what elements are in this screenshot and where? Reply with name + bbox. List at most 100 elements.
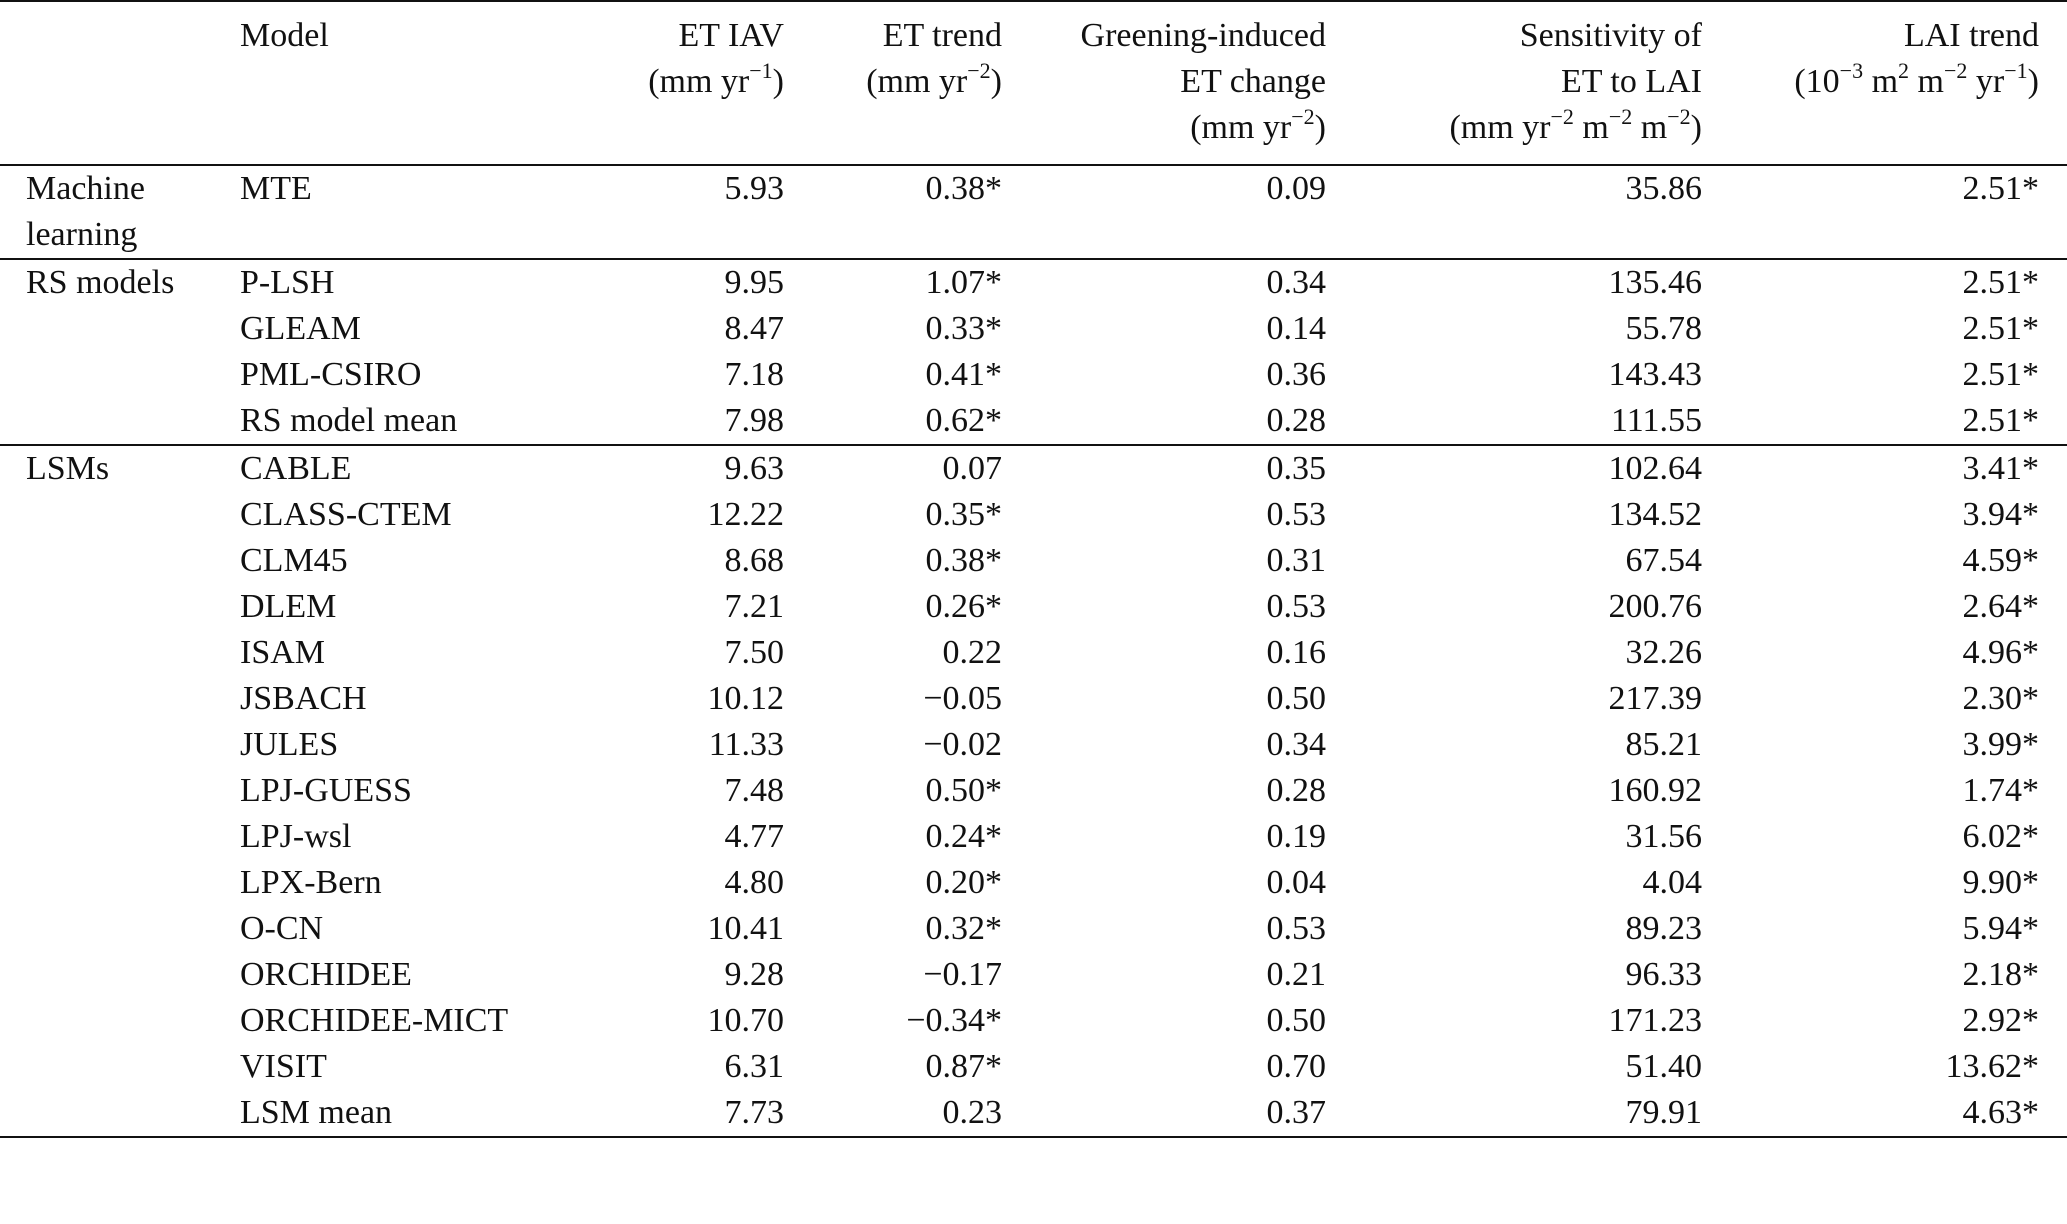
table-row: ORCHIDEE-MICT 10.70 −0.34* 0.50 171.23 2.92* [0, 998, 2067, 1044]
table-row: LPJ-wsl 4.77 0.24* 0.19 31.56 6.02* [0, 814, 2067, 860]
cell-greening: 0.53 [1266, 910, 1327, 947]
group-label [0, 768, 240, 814]
cell-model: CLASS-CTEM [240, 496, 452, 533]
table-row: DLEM 7.21 0.26* 0.53 200.76 2.64* [0, 584, 2067, 630]
cell-model: ISAM [240, 634, 326, 671]
cell-lai-trend: 2.30* [1962, 680, 2040, 717]
cell-et-trend: −0.17 [923, 956, 1002, 993]
cell-et-iav: 7.73 [724, 1094, 785, 1131]
cell-sensitivity: 35.86 [1625, 170, 1703, 207]
cell-et-iav: 8.68 [724, 542, 785, 579]
cell-lai-trend: 2.51* [1962, 310, 2040, 347]
header-et-trend: ET trend (mm yr−2) [866, 17, 1002, 100]
cell-sensitivity: 135.46 [1608, 264, 1703, 301]
cell-sensitivity: 79.91 [1625, 1094, 1703, 1131]
cell-et-trend: 0.38* [925, 542, 1003, 579]
cell-lai-trend: 4.63* [1962, 1094, 2040, 1131]
cell-sensitivity: 102.64 [1608, 450, 1703, 487]
group-label [0, 906, 240, 952]
group-label [0, 306, 240, 352]
cell-et-iav: 7.50 [724, 634, 785, 671]
table-row: LPJ-GUESS 7.48 0.50* 0.28 160.92 1.74* [0, 768, 2067, 814]
cell-et-iav: 4.77 [724, 818, 785, 855]
group-label [0, 398, 240, 445]
group-label: RS models [26, 264, 175, 301]
group-label [0, 1044, 240, 1090]
table-row: O-CN 10.41 0.32* 0.53 89.23 5.94* [0, 906, 2067, 952]
cell-et-trend: 0.23 [942, 1094, 1003, 1131]
cell-greening: 0.21 [1266, 956, 1327, 993]
cell-sensitivity: 143.43 [1608, 356, 1703, 393]
cell-lai-trend: 2.51* [1962, 264, 2040, 301]
group-label [0, 814, 240, 860]
cell-et-trend: 1.07* [925, 264, 1003, 301]
group-label [0, 584, 240, 630]
cell-lai-trend: 2.92* [1962, 1002, 2040, 1039]
cell-lai-trend: 4.96* [1962, 634, 2040, 671]
cell-greening: 0.34 [1266, 726, 1327, 763]
cell-sensitivity: 67.54 [1625, 542, 1703, 579]
cell-model: JSBACH [240, 680, 367, 717]
cell-lai-trend: 1.74* [1962, 772, 2040, 809]
cell-sensitivity: 32.26 [1625, 634, 1703, 671]
cell-et-iav: 10.70 [707, 1002, 785, 1039]
cell-et-trend: 0.33* [925, 310, 1003, 347]
cell-greening: 0.35 [1266, 450, 1327, 487]
group-label [0, 952, 240, 998]
table-row: PML-CSIRO 7.18 0.41* 0.36 143.43 2.51* [0, 352, 2067, 398]
cell-lai-trend: 2.51* [1962, 356, 2040, 393]
cell-et-trend: 0.26* [925, 588, 1003, 625]
cell-et-trend: −0.02 [923, 726, 1002, 763]
cell-sensitivity: 4.04 [1642, 864, 1703, 901]
group-label [0, 538, 240, 584]
cell-model: LSM mean [240, 1094, 393, 1131]
cell-lai-trend: 4.59* [1962, 542, 2040, 579]
cell-model: JULES [240, 726, 339, 763]
cell-lai-trend: 3.41* [1962, 450, 2040, 487]
cell-model: LPJ-GUESS [240, 772, 412, 809]
table-row: VISIT 6.31 0.87* 0.70 51.40 13.62* [0, 1044, 2067, 1090]
group-label [0, 630, 240, 676]
cell-greening: 0.31 [1266, 542, 1327, 579]
cell-model: PML-CSIRO [240, 356, 422, 393]
table-row: LSM mean 7.73 0.23 0.37 79.91 4.63* [0, 1090, 2067, 1137]
group-label: Machine learning [26, 170, 145, 253]
cell-greening: 0.37 [1266, 1094, 1327, 1131]
cell-model: O-CN [240, 910, 324, 947]
cell-et-trend: 0.20* [925, 864, 1003, 901]
table-row: LPX-Bern 4.80 0.20* 0.04 4.04 9.90* [0, 860, 2067, 906]
cell-greening: 0.36 [1266, 356, 1327, 393]
cell-model: ORCHIDEE-MICT [240, 1002, 509, 1039]
cell-lai-trend: 6.02* [1962, 818, 2040, 855]
cell-lai-trend: 3.99* [1962, 726, 2040, 763]
cell-et-trend: 0.87* [925, 1048, 1003, 1085]
cell-model: GLEAM [240, 310, 361, 347]
cell-model: RS model mean [240, 402, 458, 439]
cell-lai-trend: 2.51* [1962, 170, 2040, 207]
cell-et-trend: 0.07 [942, 450, 1003, 487]
cell-lai-trend: 9.90* [1962, 864, 2040, 901]
group-label [0, 352, 240, 398]
cell-model: P-LSH [240, 264, 335, 301]
cell-lai-trend: 5.94* [1962, 910, 2040, 947]
cell-greening: 0.53 [1266, 496, 1327, 533]
cell-model: CLM45 [240, 542, 348, 579]
cell-et-iav: 10.12 [707, 680, 785, 717]
cell-sensitivity: 89.23 [1625, 910, 1703, 947]
cell-greening: 0.28 [1266, 402, 1327, 439]
cell-greening: 0.14 [1266, 310, 1327, 347]
cell-model: ORCHIDEE [240, 956, 412, 993]
cell-et-iav: 7.21 [724, 588, 785, 625]
cell-model: CABLE [240, 450, 352, 487]
cell-sensitivity: 111.55 [1611, 402, 1702, 439]
cell-sensitivity: 31.56 [1625, 818, 1703, 855]
cell-et-iav: 7.18 [724, 356, 785, 393]
cell-et-iav: 9.63 [724, 450, 785, 487]
cell-sensitivity: 51.40 [1625, 1048, 1703, 1085]
cell-sensitivity: 85.21 [1625, 726, 1703, 763]
cell-model: LPJ-wsl [240, 818, 352, 855]
cell-et-iav: 4.80 [724, 864, 785, 901]
table-row: ISAM 7.50 0.22 0.16 32.26 4.96* [0, 630, 2067, 676]
group-label [0, 492, 240, 538]
cell-sensitivity: 96.33 [1625, 956, 1703, 993]
